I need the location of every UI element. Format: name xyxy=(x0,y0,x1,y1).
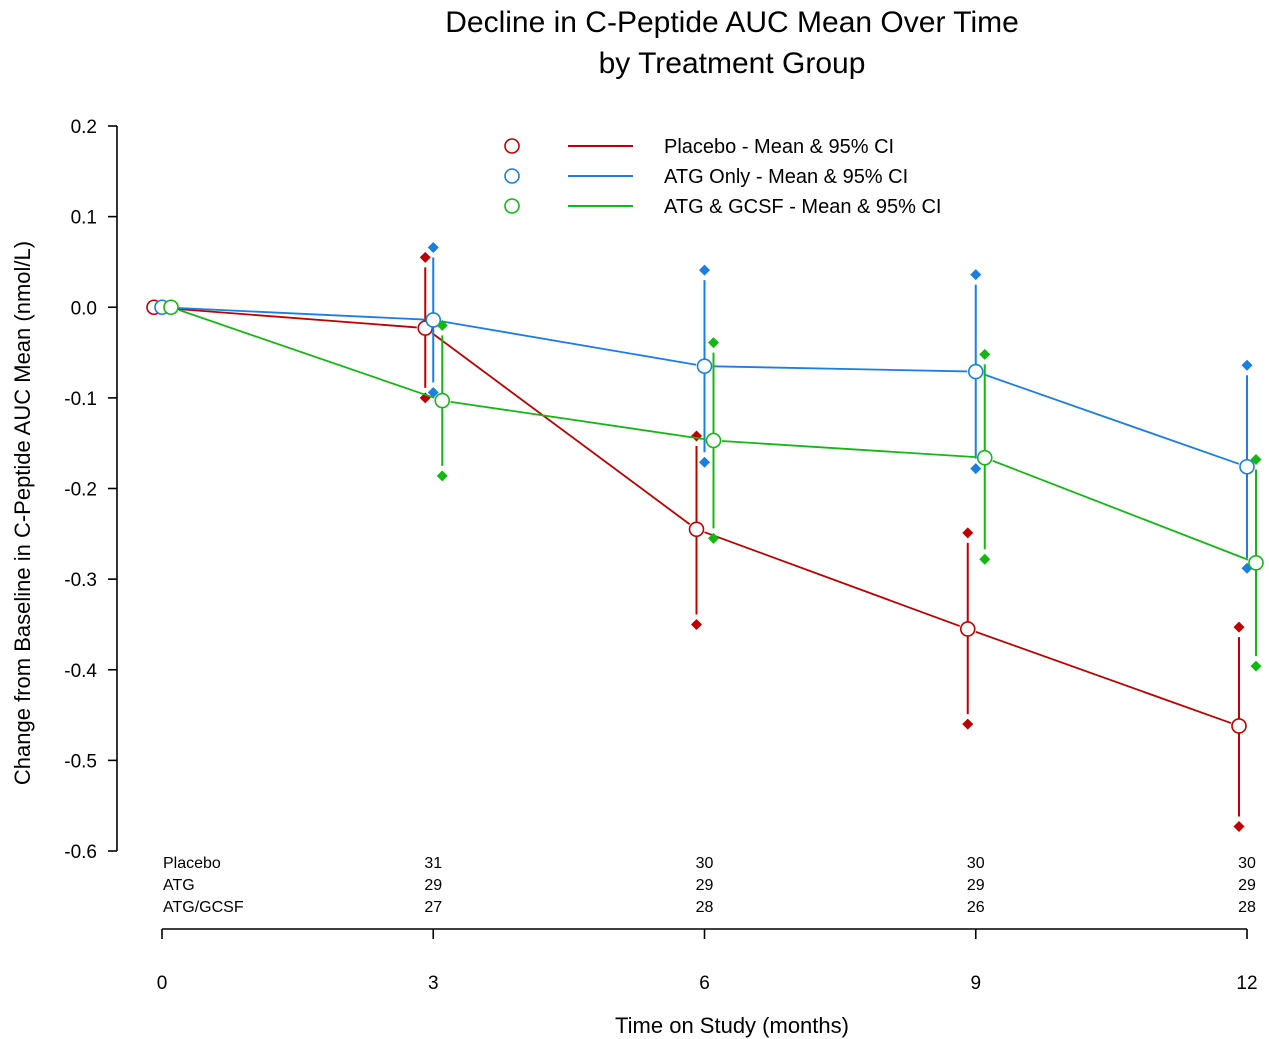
ci-lower-marker xyxy=(1250,660,1262,672)
y-tick-label: -0.3 xyxy=(64,570,97,591)
n-table-count: 29 xyxy=(967,877,985,894)
mean-point xyxy=(163,299,179,316)
y-tick-label: 0.2 xyxy=(71,117,97,138)
ci-upper-marker xyxy=(979,348,991,360)
mean-line-segment xyxy=(450,400,706,441)
legend-marker-atg-only-mean-95-ci xyxy=(504,168,520,184)
y-axis: 0.2 0.1 0.0 -0.1 -0.2 -0.3 -0.4 -0.5 -0.6 xyxy=(64,117,118,863)
n-table-count: 28 xyxy=(1238,899,1256,916)
y-tick-label: -0.4 xyxy=(64,661,97,682)
y-tick-label: -0.1 xyxy=(64,389,97,410)
x-tick-label: 9 xyxy=(970,973,981,994)
ci-upper-marker xyxy=(1250,454,1262,465)
mean-point xyxy=(1248,555,1264,571)
n-table-count: 28 xyxy=(696,899,714,916)
mean-point xyxy=(1231,718,1247,734)
ci-upper-marker xyxy=(436,319,448,331)
ci-upper-marker xyxy=(691,430,702,442)
series-atg-only-mean-95-ci xyxy=(154,241,1255,574)
ci-upper-marker xyxy=(427,241,439,253)
ci-upper-marker xyxy=(419,251,431,263)
n-table-count: 31 xyxy=(424,855,442,872)
n-table-count: 30 xyxy=(696,855,714,872)
ci-upper-marker xyxy=(1241,359,1253,371)
ci-lower-marker xyxy=(427,386,439,398)
legend-marker-atg-gcsf-mean-95-ci xyxy=(504,198,520,214)
x-tick-label: 6 xyxy=(699,973,710,994)
mean-line-segment xyxy=(162,307,417,329)
legend-label-atg-gcsf-mean-95-ci: ATG & GCSF - Mean & 95% CI xyxy=(664,196,941,218)
mean-point xyxy=(705,432,722,449)
ci-lower-marker xyxy=(436,470,448,482)
mean-line-segment xyxy=(721,440,977,459)
n-table-count: 29 xyxy=(424,877,442,894)
ci-lower-marker xyxy=(708,532,719,544)
mean-line-segment xyxy=(712,365,968,373)
mean-line-segment xyxy=(983,373,1240,465)
n-table-row-label: ATG xyxy=(163,877,195,894)
ci-lower-marker xyxy=(979,553,991,565)
legend-label-atg-only-mean-95-ci: ATG Only - Mean & 95% CI xyxy=(664,166,908,188)
ci-upper-marker xyxy=(699,264,710,276)
x-tick-label: 12 xyxy=(1236,973,1257,994)
n-table-count: 30 xyxy=(967,855,985,872)
mean-point xyxy=(434,392,451,409)
n-table-row-label: ATG/GCSF xyxy=(163,899,244,916)
mean-point xyxy=(696,358,713,374)
mean-line-segment xyxy=(704,531,961,627)
mean-point xyxy=(425,312,442,328)
n-table-count: 29 xyxy=(696,877,714,894)
mean-point xyxy=(1239,458,1255,475)
ci-upper-marker xyxy=(708,337,719,349)
n-table-count: 29 xyxy=(1238,877,1256,894)
y-tick-label: -0.5 xyxy=(64,751,97,772)
ci-upper-marker xyxy=(962,527,974,539)
x-axis: 0 3 6 9 12 xyxy=(157,928,1258,994)
x-tick-label: 0 xyxy=(157,973,168,994)
mean-line-segment xyxy=(975,630,1232,724)
n-table-count: 27 xyxy=(424,899,442,916)
y-axis-title: Change from Baseline in C-Peptide AUC Me… xyxy=(10,241,35,785)
x-axis-title: Time on Study (months) xyxy=(615,1013,849,1038)
y-tick-label: 0.1 xyxy=(71,208,97,229)
series-atg-gcsf-mean-95-ci xyxy=(163,299,1264,672)
mean-point xyxy=(688,521,705,538)
n-table-row-label: Placebo xyxy=(163,855,221,872)
ci-upper-marker xyxy=(1233,621,1245,633)
ci-lower-marker xyxy=(970,463,982,475)
mean-point xyxy=(976,449,993,466)
mean-point xyxy=(959,621,976,637)
ci-upper-marker xyxy=(970,269,982,281)
mean-line-segment xyxy=(431,332,691,525)
n-table-count: 30 xyxy=(1238,855,1256,872)
n-at-risk-table: Placebo 31 30 30 30 ATG 29 29 29 29 ATG/GCSF 27 28 26… xyxy=(163,855,1256,916)
y-tick-label: -0.2 xyxy=(64,480,97,501)
ci-lower-marker xyxy=(962,718,974,730)
ci-lower-marker xyxy=(1233,821,1245,833)
y-tick-label: -0.6 xyxy=(64,842,97,863)
ci-lower-marker xyxy=(691,618,702,630)
ci-lower-marker xyxy=(699,456,710,468)
mean-line-segment xyxy=(170,306,425,321)
chart-title-line-2: by Treatment Group xyxy=(599,47,866,80)
n-table-count: 26 xyxy=(967,899,985,916)
series-placebo-mean-95-ci xyxy=(146,251,1247,833)
legend-label-placebo-mean-95-ci: Placebo - Mean & 95% CI xyxy=(664,136,894,158)
legend: Placebo - Mean & 95% CI ATG Only - Mean &… xyxy=(504,136,941,218)
plot-area xyxy=(146,241,1264,833)
mean-point xyxy=(967,363,984,380)
mean-line-segment xyxy=(992,459,1249,561)
chart-title-line-1: Decline in C-Peptide AUC Mean Over Time xyxy=(445,6,1019,39)
y-tick-label: 0.0 xyxy=(71,298,97,319)
legend-marker-placebo-mean-95-ci xyxy=(504,138,520,154)
mean-line-segment xyxy=(441,320,697,366)
x-tick-label: 3 xyxy=(428,973,439,994)
mean-line-segment xyxy=(178,309,435,399)
